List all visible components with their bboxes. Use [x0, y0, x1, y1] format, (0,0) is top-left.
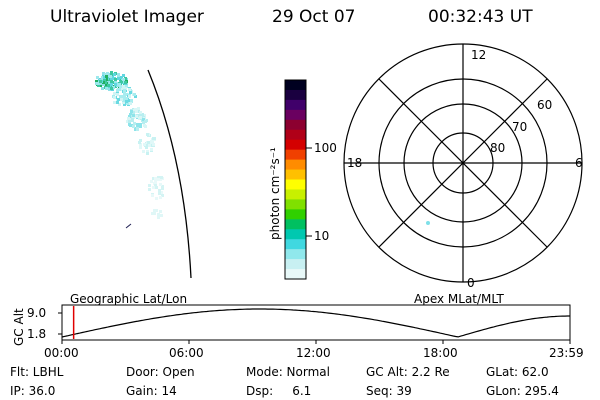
y-tick-1-8: 1.8 [27, 327, 47, 341]
colorbar-tick-100: 100 [314, 141, 337, 155]
footer-ip: IP: 36.0 [10, 384, 56, 398]
x-tick-1800: 18:00 [423, 346, 458, 360]
lat-label-80: 80 [490, 141, 506, 155]
x-tick-1200: 12:00 [296, 346, 331, 360]
colorbar-tick-10: 10 [314, 229, 330, 243]
y-tick-9: 9.0 [27, 306, 47, 320]
x-tick-0000: 00:00 [44, 346, 79, 360]
footer-glat: GLat: 62.0 [486, 365, 549, 379]
colorbar-unit-label: photon cm⁻²s⁻¹ [268, 147, 282, 240]
footer-gc-alt: GC Alt: 2.2 Re [366, 365, 450, 379]
earth-limb-arc [147, 69, 192, 279]
mlt-label-12: 12 [471, 48, 487, 62]
footer-gain: Gain: 14 [126, 384, 177, 398]
colorbar [284, 79, 312, 280]
aurora-image [95, 69, 192, 279]
mlt-label-6: 6 [575, 156, 583, 170]
lat-label-60: 60 [537, 98, 553, 112]
footer-dsp: Dsp: 6.1 [246, 384, 312, 398]
altitude-curve [61, 308, 570, 338]
date-label: 29 Oct 07 [272, 7, 356, 27]
footer-seq: Seq: 39 [366, 384, 412, 398]
lat-label-70: 70 [512, 120, 528, 134]
time-label: 00:32:43 UT [428, 7, 533, 27]
footer-door: Door: Open [126, 365, 195, 379]
app-title: Ultraviolet Imager [50, 7, 204, 27]
geographic-label: Geographic Lat/Lon [70, 292, 188, 306]
footer-filter: Flt: LBHL [10, 365, 64, 379]
mlt-label-0: 0 [467, 276, 475, 290]
footer-glon: GLon: 295.4 [486, 384, 559, 398]
apex-label: Apex MLat/MLT [414, 292, 504, 306]
gc-alt-axis-label: GC Alt [12, 308, 26, 346]
footer-mode: Mode: Normal [246, 365, 330, 379]
x-tick-2359: 23:59 [549, 346, 584, 360]
x-tick-0600: 06:00 [169, 346, 204, 360]
aurora-emission [95, 71, 164, 219]
mlt-label-18: 18 [347, 156, 363, 170]
timeline-panel [58, 304, 571, 344]
polar-plot [343, 43, 583, 283]
